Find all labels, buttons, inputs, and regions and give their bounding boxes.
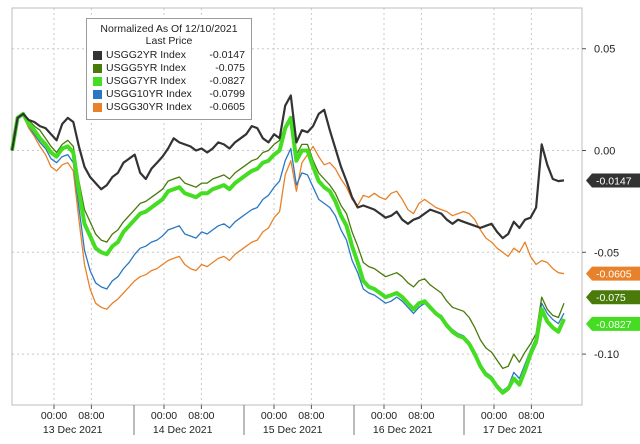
legend-subtitle: Last Price: [145, 35, 193, 47]
series-line-usgg10yr: [11, 115, 565, 392]
legend-item-usgg30yr: USGG30YR Index -0.0605: [93, 101, 245, 114]
value-tag-bg: [586, 266, 640, 281]
legend-series-value: -0.0827: [209, 75, 245, 87]
value-tag: -0.0827: [586, 316, 640, 331]
x-tick-label: 08:00: [298, 410, 324, 422]
plot-frame: [11, 7, 583, 406]
x-tick-label: 00:00: [481, 410, 507, 422]
legend-series-value: -0.075: [215, 62, 245, 74]
legend-swatch: [93, 77, 102, 86]
value-tag-bg: [586, 173, 640, 188]
legend-series-name: USGG2YR Index: [106, 49, 186, 61]
series-line-usgg7yr: [10, 111, 566, 395]
x-tick-label: 08:00: [408, 410, 434, 422]
axis-layer: 0.05 0.00 -0.05 -0.10 00:00 08:00 00:00 08:00 00…: [11, 7, 619, 436]
x-day-label: 15 Dec 2021: [263, 424, 323, 436]
value-tag: -0.0147: [586, 173, 640, 188]
value-tag: -0.0605: [586, 266, 640, 281]
value-tag-label: -0.0827: [596, 319, 632, 331]
legend-swatch: [93, 51, 102, 60]
y-tick-label: -0.10: [594, 349, 619, 361]
series-line-usgg30yr: [11, 115, 565, 310]
legend-series-name: USGG7YR Index: [106, 75, 186, 87]
legend-item-usgg5yr: USGG5YR Index -0.075: [93, 62, 245, 75]
tag-layer: -0.0147 -0.075 -0.0827 -0.0605: [586, 173, 640, 331]
legend-series-value: -0.0147: [209, 49, 245, 61]
value-tag-bg: [586, 290, 640, 305]
x-tick-label: 00:00: [151, 410, 177, 422]
y-tick-label: -0.05: [594, 247, 619, 259]
x-tick-label: 00:00: [261, 410, 287, 422]
legend-title: Normalized As Of 12/10/2021: [100, 23, 238, 35]
legend-series-value: -0.0799: [209, 88, 245, 100]
value-tag-label: -0.0605: [596, 269, 632, 281]
legend-series-name: USGG30YR Index: [106, 101, 192, 113]
x-day-label: 17 Dec 2021: [483, 424, 543, 436]
x-day-label: 13 Dec 2021: [43, 424, 103, 436]
legend-series-value: -0.0605: [209, 101, 245, 113]
x-tick-label: 08:00: [78, 410, 104, 422]
value-tag-bg: [586, 316, 640, 331]
legend-swatch: [93, 64, 102, 73]
legend-item-usgg10yr: USGG10YR Index -0.0799: [93, 88, 245, 101]
legend-item-usgg2yr: USGG2YR Index -0.0147: [93, 49, 245, 62]
series-line-usgg2yr: [10, 94, 565, 240]
series-layer: [10, 94, 566, 395]
legend: Normalized As Of 12/10/2021 Last Price U…: [86, 18, 252, 120]
x-tick-label: 08:00: [188, 410, 214, 422]
x-tick-label: 00:00: [371, 410, 397, 422]
value-tag-label: -0.0147: [596, 175, 632, 187]
legend-series-name: USGG10YR Index: [106, 88, 192, 100]
legend-item-usgg7yr: USGG7YR Index -0.0827: [93, 75, 245, 88]
series-line-usgg5yr: [11, 113, 565, 370]
legend-swatch: [93, 103, 102, 112]
value-tag-label: -0.075: [596, 292, 626, 304]
x-tick-label: 08:00: [518, 410, 544, 422]
x-day-label: 16 Dec 2021: [373, 424, 433, 436]
value-tag: -0.075: [586, 290, 640, 304]
y-tick-label: 0.05: [594, 44, 615, 56]
y-tick-label: 0.00: [594, 146, 615, 158]
legend-swatch: [93, 90, 102, 99]
x-tick-label: 00:00: [41, 410, 67, 422]
legend-series-name: USGG5YR Index: [106, 62, 186, 74]
x-day-label: 14 Dec 2021: [153, 424, 213, 436]
